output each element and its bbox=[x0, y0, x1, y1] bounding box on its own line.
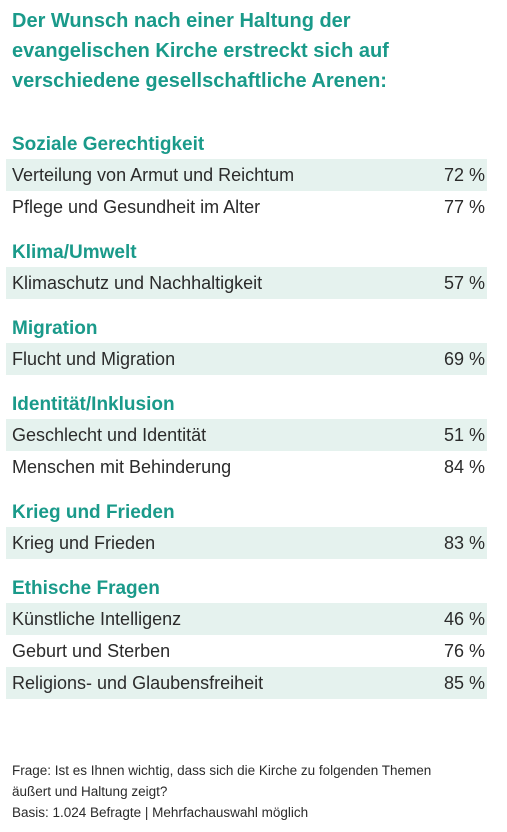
table-row: Menschen mit Behinderung 84 % bbox=[6, 451, 487, 483]
table-row: Krieg und Frieden 83 % bbox=[6, 527, 487, 559]
row-value: 84 % bbox=[443, 457, 485, 477]
section-heading: Ethische Fragen bbox=[12, 578, 160, 599]
row-label: Geschlecht und Identität bbox=[12, 425, 207, 445]
section-heading: Migration bbox=[12, 318, 98, 339]
row-value: 51 % bbox=[443, 425, 485, 445]
footnote-question-line-1: Frage: Ist es Ihnen wichtig, dass sich d… bbox=[12, 763, 432, 778]
table-row: Flucht und Migration 69 % bbox=[6, 343, 487, 375]
footnote-basis: Basis: 1.024 Befragte | Mehrfachauswahl … bbox=[12, 805, 309, 820]
page-title: Der Wunsch nach einer Haltung der evange… bbox=[12, 6, 492, 96]
footnote-question-line-2: äußert und Haltung zeigt? bbox=[12, 784, 168, 799]
table-row: Geburt und Sterben 76 % bbox=[6, 635, 487, 667]
table-row: Klimaschutz und Nachhaltigkeit 57 % bbox=[6, 267, 487, 299]
row-value: 83 % bbox=[443, 533, 485, 553]
table-row: Verteilung von Armut und Reichtum 72 % bbox=[6, 159, 487, 191]
row-value: 85 % bbox=[443, 673, 485, 693]
section-krieg-und-frieden: Krieg und Frieden Krieg und Frieden 83 % bbox=[0, 499, 507, 559]
row-value: 46 % bbox=[443, 609, 485, 629]
row-label: Krieg und Frieden bbox=[12, 533, 156, 553]
title-line-3: verschiedene gesellschaftliche Arenen: bbox=[12, 70, 387, 92]
table-row: Religions- und Glaubensfreiheit 85 % bbox=[6, 667, 487, 699]
topics-table: Soziale Gerechtigkeit Verteilung von Arm… bbox=[0, 131, 507, 715]
footnote: Frage: Ist es Ihnen wichtig, dass sich d… bbox=[12, 760, 502, 823]
row-value: 77 % bbox=[443, 197, 485, 217]
row-label: Geburt und Sterben bbox=[12, 641, 171, 661]
row-value: 57 % bbox=[443, 273, 485, 293]
section-klima-umwelt: Klima/Umwelt Klimaschutz und Nachhaltigk… bbox=[0, 239, 507, 299]
section-heading: Klima/Umwelt bbox=[12, 242, 137, 263]
row-value: 72 % bbox=[443, 165, 485, 185]
table-row: Pflege und Gesundheit im Alter 77 % bbox=[6, 191, 487, 223]
table-row: Geschlecht und Identität 51 % bbox=[6, 419, 487, 451]
row-label: Religions- und Glaubensfreiheit bbox=[12, 673, 264, 693]
section-soziale-gerechtigkeit: Soziale Gerechtigkeit Verteilung von Arm… bbox=[0, 131, 507, 223]
section-heading: Identität/Inklusion bbox=[12, 394, 175, 415]
row-value: 69 % bbox=[443, 349, 485, 369]
title-line-2: evangelischen Kirche erstreckt sich auf bbox=[12, 40, 389, 62]
section-identitaet-inklusion: Identität/Inklusion Geschlecht und Ident… bbox=[0, 391, 507, 483]
section-ethische-fragen: Ethische Fragen Künstliche Intelligenz 4… bbox=[0, 575, 507, 699]
row-label: Pflege und Gesundheit im Alter bbox=[12, 197, 261, 217]
section-migration: Migration Flucht und Migration 69 % bbox=[0, 315, 507, 375]
section-heading: Krieg und Frieden bbox=[12, 502, 175, 523]
table-row: Künstliche Intelligenz 46 % bbox=[6, 603, 487, 635]
row-label: Flucht und Migration bbox=[12, 349, 176, 369]
row-label: Künstliche Intelligenz bbox=[12, 609, 182, 629]
row-label: Klimaschutz und Nachhaltigkeit bbox=[12, 273, 263, 293]
row-value: 76 % bbox=[443, 641, 485, 661]
row-label: Verteilung von Armut und Reichtum bbox=[12, 165, 295, 185]
row-label: Menschen mit Behinderung bbox=[12, 457, 232, 477]
section-heading: Soziale Gerechtigkeit bbox=[12, 134, 205, 155]
title-line-1: Der Wunsch nach einer Haltung der bbox=[12, 10, 351, 32]
